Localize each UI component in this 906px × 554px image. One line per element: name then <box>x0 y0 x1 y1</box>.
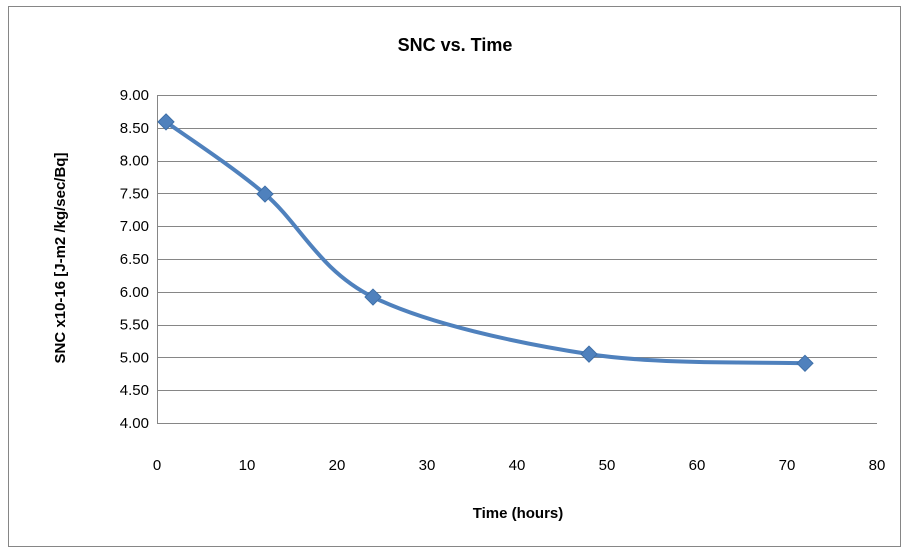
x-tick-label: 50 <box>599 457 616 474</box>
x-tick-label: 80 <box>869 457 886 474</box>
y-tick-label: 4.00 <box>120 415 149 432</box>
data-point <box>364 288 382 306</box>
x-tick-label: 40 <box>509 457 526 474</box>
y-tick-label: 5.50 <box>120 317 149 334</box>
data-point <box>157 113 175 131</box>
series <box>157 113 814 373</box>
x-tick-label: 10 <box>239 457 256 474</box>
data-point <box>256 185 274 203</box>
chart-title: SNC vs. Time <box>398 35 513 55</box>
x-tick-labels: 0 10 20 30 40 50 60 70 80 <box>153 457 886 474</box>
y-axis-title: SNC x10-16 [J-m2 /kg/sec/Bq] <box>52 153 69 364</box>
y-tick-label: 8.50 <box>120 120 149 137</box>
x-tick-label: 30 <box>419 457 436 474</box>
y-tick-label: 8.00 <box>120 153 149 170</box>
x-tick-label: 0 <box>153 457 161 474</box>
y-tick-label: 5.00 <box>120 349 149 366</box>
x-tick-label: 70 <box>779 457 796 474</box>
chart-frame <box>8 6 901 547</box>
x-tick-label: 60 <box>689 457 706 474</box>
y-tick-label: 6.00 <box>120 284 149 301</box>
data-point <box>580 345 598 363</box>
y-tick-label: 6.50 <box>120 251 149 268</box>
y-tick-label: 7.00 <box>120 218 149 235</box>
x-axis-title: Time (hours) <box>473 505 564 522</box>
grid-lines <box>157 95 877 424</box>
y-tick-label: 4.50 <box>120 382 149 399</box>
y-tick-label: 7.50 <box>120 185 149 202</box>
y-tick-label: 9.00 <box>120 87 149 104</box>
data-point <box>796 354 814 373</box>
series-line <box>164 119 807 366</box>
y-tick-labels: 4.00 4.50 5.00 5.50 6.00 6.50 7.00 7.50 8.00 8.50… <box>120 87 149 432</box>
x-tick-label: 20 <box>329 457 346 474</box>
